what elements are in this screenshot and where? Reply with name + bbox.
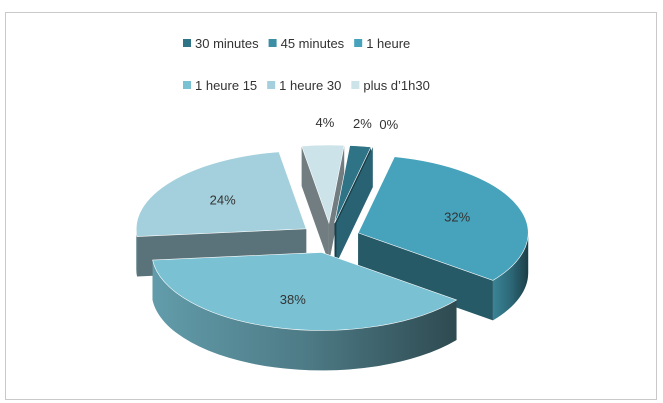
legend-swatch [351,81,360,89]
pie-slice-30-minutes [334,145,372,224]
legend-item-plus-d-1h30: plus d’1h30 [351,78,430,93]
legend-label: 1 heure 30 [279,78,341,93]
data-label-1-heure-30: 24% [210,192,236,207]
legend-label: plus d’1h30 [363,78,430,93]
chart-legend: 30 minutes 45 minutes 1 heure 1 heure 15 1 h… [183,36,430,93]
pie-slice-side-plus-d-1h30 [301,145,345,264]
legend-item-1-heure-15: 1 heure 15 [183,78,257,93]
pie-slices [135,144,529,331]
pie-slice-plus-d-1h30 [301,144,345,225]
legend-item-45-minutes: 45 minutes [268,36,345,51]
legend-swatch [183,81,191,89]
legend-label: 1 heure 15 [195,78,257,93]
pie-slice-1-heure [357,156,529,281]
pie-data-labels: 2% 0% 32% 38% 24% 4% [210,115,471,307]
legend-swatch [183,39,191,47]
legend-item-30-minutes: 30 minutes [183,36,259,51]
legend-label: 30 minutes [195,36,259,51]
legend-swatch [267,81,276,89]
data-label-45-minutes: 0% [379,117,398,132]
legend-item-1-heure-30: 1 heure 30 [267,78,341,93]
data-label-1-heure-15: 38% [280,292,306,307]
pie-slice-45-minutes [336,147,373,264]
legend-label: 45 minutes [281,36,345,51]
legend-label: 1 heure [366,36,410,51]
pie-slice-1-heure-30 [135,151,307,237]
pie-slice-1-heure-15 [152,252,458,331]
data-label-1-heure: 32% [444,209,470,224]
data-label-plus-d-1h30: 4% [315,115,334,130]
data-label-30-minutes: 2% [353,116,372,131]
legend-swatch [268,39,277,47]
legend-item-1-heure: 1 heure [354,36,410,51]
legend-swatch [354,39,363,47]
